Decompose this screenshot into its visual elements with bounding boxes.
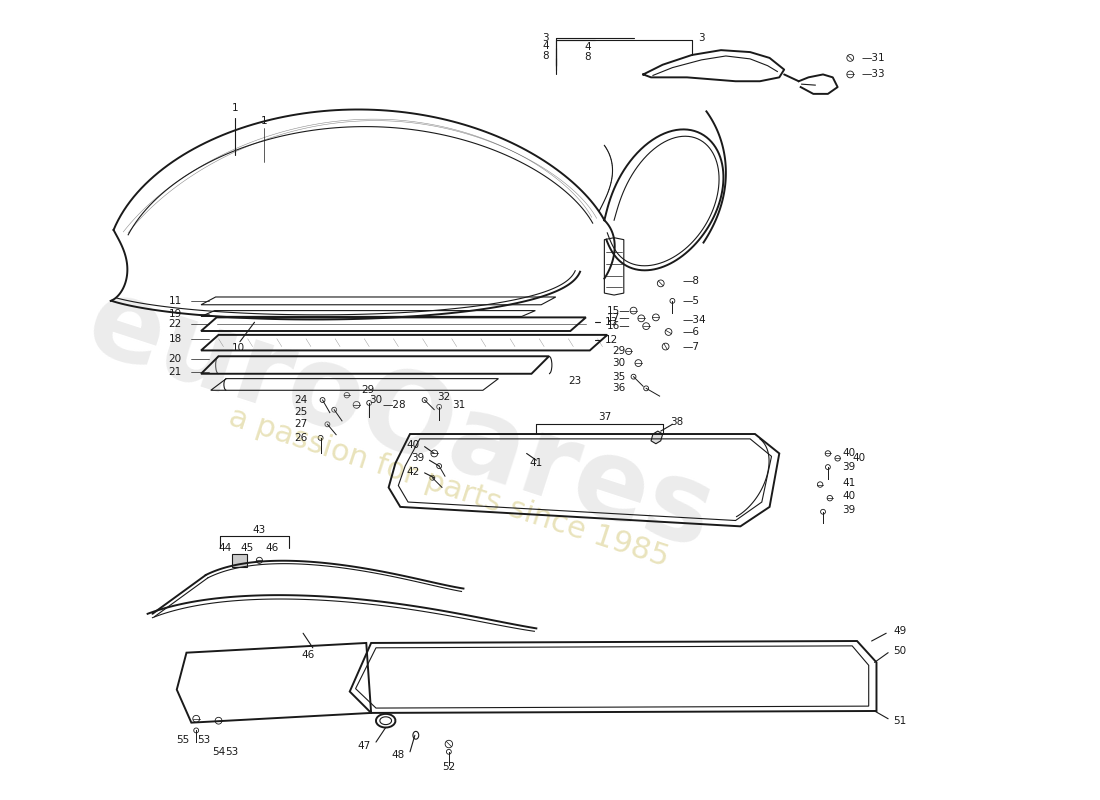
Circle shape: [422, 398, 427, 402]
Text: 54: 54: [212, 747, 226, 757]
Text: 39: 39: [411, 454, 425, 463]
Text: 31: 31: [452, 400, 465, 410]
Text: 17—: 17—: [607, 314, 630, 323]
Circle shape: [430, 475, 434, 480]
Text: 19: 19: [168, 309, 182, 318]
Text: 53: 53: [226, 747, 239, 757]
Text: 40: 40: [843, 449, 856, 458]
Text: a passion for parts since 1985: a passion for parts since 1985: [226, 402, 672, 573]
Text: 25: 25: [295, 406, 308, 417]
Text: 8: 8: [584, 52, 591, 62]
Circle shape: [320, 398, 324, 402]
Text: 35: 35: [613, 372, 626, 382]
Text: —5: —5: [682, 296, 700, 306]
Text: 37: 37: [597, 413, 611, 422]
Text: 24: 24: [295, 395, 308, 405]
Text: —28: —28: [383, 400, 406, 410]
Circle shape: [324, 422, 330, 426]
Circle shape: [194, 728, 199, 733]
Text: 21: 21: [168, 367, 182, 377]
Text: 3: 3: [698, 34, 705, 43]
Text: euroOares: euroOares: [74, 268, 727, 571]
Text: —8: —8: [682, 277, 700, 286]
Text: 4: 4: [542, 42, 549, 51]
Text: 3: 3: [542, 33, 549, 42]
Text: 29: 29: [362, 386, 375, 395]
Text: 50: 50: [893, 646, 906, 656]
Text: 40: 40: [852, 454, 866, 463]
Text: 39: 39: [843, 505, 856, 515]
Circle shape: [437, 464, 441, 469]
Circle shape: [447, 750, 451, 754]
Text: —31: —31: [862, 53, 886, 63]
Text: 11: 11: [168, 296, 182, 306]
Text: 38: 38: [671, 418, 684, 427]
Text: —6: —6: [682, 327, 700, 337]
Text: 46: 46: [265, 542, 278, 553]
Text: 49: 49: [893, 626, 906, 636]
Text: 41: 41: [843, 478, 856, 488]
Text: 1: 1: [261, 116, 267, 126]
Text: 29: 29: [613, 346, 626, 357]
Text: 20: 20: [168, 354, 182, 364]
Text: 53: 53: [197, 735, 210, 745]
Circle shape: [366, 401, 372, 406]
Text: 48: 48: [392, 750, 405, 760]
Text: —7: —7: [682, 342, 700, 351]
Circle shape: [825, 465, 830, 470]
Text: 4: 4: [584, 42, 591, 52]
Text: 40: 40: [407, 440, 420, 450]
Text: 12: 12: [604, 334, 617, 345]
Text: —33: —33: [862, 70, 886, 79]
Text: 26: 26: [295, 433, 308, 443]
Polygon shape: [232, 554, 246, 567]
Polygon shape: [651, 431, 662, 444]
Text: 36: 36: [613, 383, 626, 394]
Circle shape: [644, 386, 649, 390]
Text: 30: 30: [370, 395, 383, 405]
Text: 32: 32: [437, 392, 451, 402]
Text: 40: 40: [843, 491, 856, 502]
Text: 22: 22: [168, 319, 182, 329]
Text: 13: 13: [604, 318, 617, 327]
Text: 43: 43: [253, 526, 266, 535]
Text: 10: 10: [231, 343, 244, 354]
Circle shape: [670, 298, 674, 303]
Text: 1: 1: [232, 103, 239, 114]
Text: 47: 47: [358, 741, 371, 751]
Circle shape: [437, 404, 441, 410]
Text: 15—: 15—: [607, 306, 630, 315]
Text: 52: 52: [442, 762, 455, 772]
Circle shape: [332, 407, 337, 412]
Text: 16—: 16—: [607, 321, 630, 331]
Circle shape: [318, 435, 323, 440]
Text: 44: 44: [219, 542, 232, 553]
Text: 18: 18: [168, 334, 182, 344]
Text: 8: 8: [542, 51, 549, 61]
Text: 41: 41: [530, 458, 543, 468]
Text: —34: —34: [682, 315, 706, 326]
Text: 23: 23: [569, 375, 582, 386]
Text: 55: 55: [176, 735, 189, 745]
Circle shape: [631, 374, 636, 379]
Text: 42: 42: [407, 467, 420, 477]
Text: 39: 39: [843, 462, 856, 472]
Text: 45: 45: [240, 542, 253, 553]
Text: 51: 51: [893, 716, 906, 726]
Text: 30: 30: [613, 358, 626, 368]
Circle shape: [821, 510, 825, 514]
Text: 27: 27: [295, 419, 308, 430]
Text: 46: 46: [301, 650, 315, 660]
